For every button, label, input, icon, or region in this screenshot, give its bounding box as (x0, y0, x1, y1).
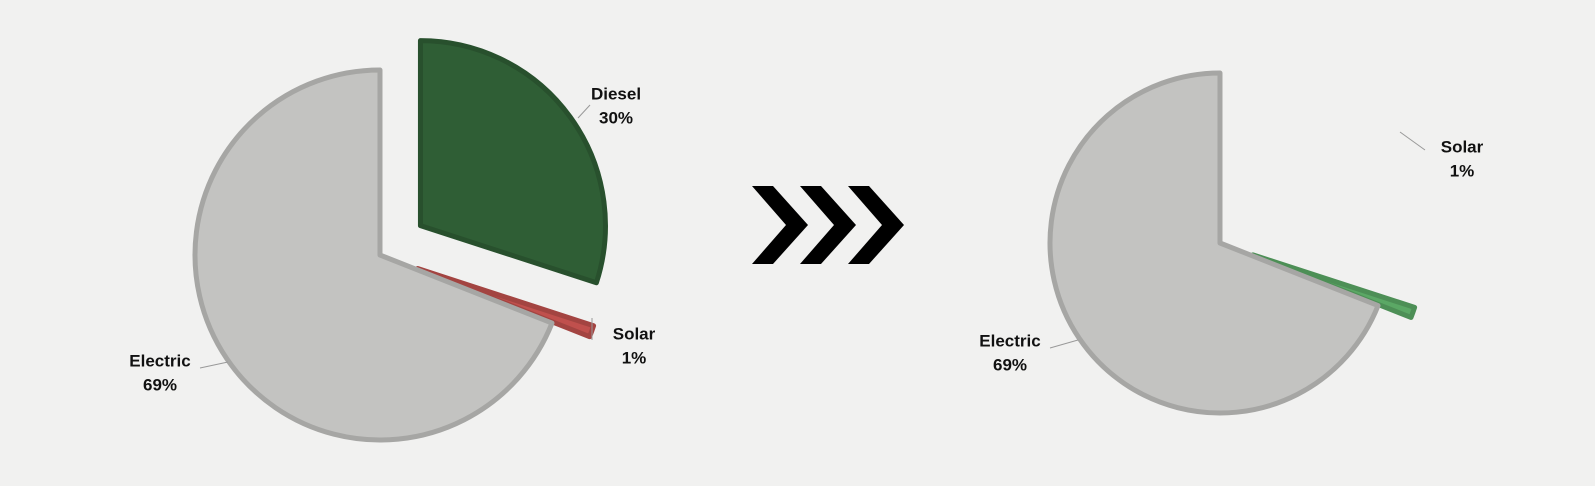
pie-slice (192, 67, 555, 443)
chevron (800, 186, 856, 264)
slice-label: Electric (129, 351, 190, 370)
arrows (752, 186, 904, 264)
slice-value-label: 1% (1450, 161, 1475, 180)
pie-slice (417, 38, 608, 286)
slice-value-label: 1% (622, 348, 647, 367)
pie-slice (1047, 70, 1381, 416)
slice-value-label: 30% (599, 108, 633, 127)
leader-line (577, 104, 591, 119)
slice-value-label: 69% (143, 375, 177, 394)
slice-label: Solar (1441, 137, 1484, 156)
slice-value-label: 69% (993, 355, 1027, 374)
chevron (752, 186, 808, 264)
slice-label: Electric (979, 331, 1040, 350)
leader-line (199, 361, 229, 369)
chevron (848, 186, 904, 264)
slice-label: Diesel (591, 84, 641, 103)
leader-line (1049, 339, 1079, 349)
leader-line (1399, 131, 1426, 151)
slice-label: Solar (613, 324, 656, 343)
